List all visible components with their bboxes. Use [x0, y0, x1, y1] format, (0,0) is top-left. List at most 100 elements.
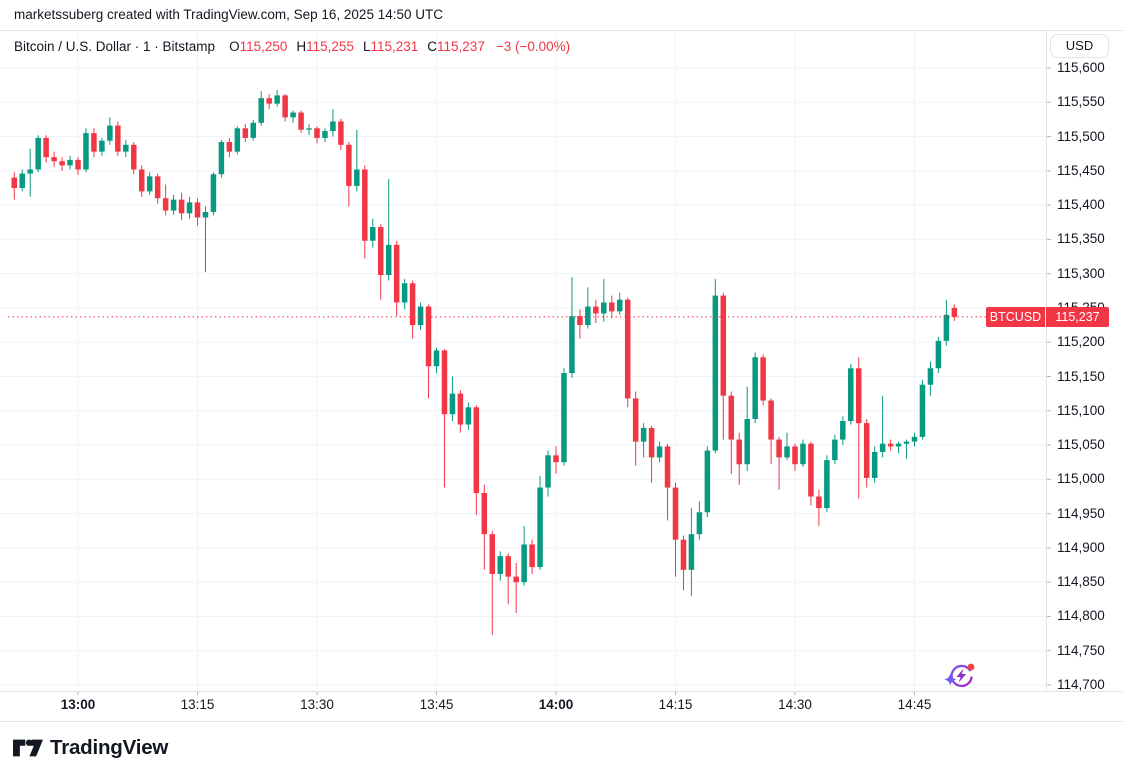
candle	[513, 562, 519, 614]
candle	[370, 218, 376, 248]
candle	[242, 124, 249, 143]
chart-canvas[interactable]	[0, 31, 1123, 723]
candle	[162, 184, 169, 216]
candle	[298, 110, 304, 134]
candle	[338, 118, 344, 151]
price-tick-label: 115,400	[1057, 197, 1105, 213]
candle	[99, 137, 105, 156]
candle	[824, 455, 830, 513]
candle	[282, 94, 288, 122]
time-tick-label: 13:00	[60, 697, 96, 712]
lightning-bolt-icon	[956, 668, 967, 683]
candle	[226, 137, 233, 158]
candle	[728, 391, 735, 474]
candle	[75, 157, 81, 175]
candle	[401, 279, 408, 310]
time-tick-label: 14:00	[538, 697, 574, 712]
candle	[553, 446, 559, 474]
candle	[194, 198, 201, 226]
candle	[417, 302, 424, 330]
candle	[632, 391, 639, 466]
candle	[680, 535, 687, 591]
candle	[593, 299, 599, 324]
price-tick-label: 114,950	[1057, 505, 1105, 521]
candle	[170, 194, 177, 215]
price-tick-label: 115,350	[1057, 231, 1105, 247]
price-tick-label: 115,150	[1057, 368, 1105, 384]
candle	[497, 551, 503, 581]
candle	[624, 297, 631, 408]
currency-button[interactable]: USD	[1050, 34, 1109, 58]
refresh-sparkle-icon[interactable]	[942, 658, 978, 694]
tradingview-logo-icon	[13, 739, 43, 757]
candle	[154, 173, 161, 204]
candle	[569, 277, 575, 378]
price-tick-label: 115,000	[1057, 471, 1105, 487]
price-tick-label: 115,200	[1057, 334, 1105, 350]
chart-header: Bitcoin / U.S. Dollar · 1 · Bitstamp O11…	[14, 36, 570, 56]
candle	[362, 165, 368, 259]
candle	[186, 196, 193, 219]
ohlc-high: H115,255	[296, 38, 354, 54]
candle	[943, 299, 950, 346]
candle	[752, 352, 758, 424]
candle	[720, 292, 727, 440]
candle	[744, 386, 750, 472]
price-tick-label: 115,550	[1057, 94, 1105, 110]
candle	[489, 530, 496, 635]
price-tick-label: 114,850	[1057, 574, 1105, 590]
candle	[768, 398, 774, 465]
candle	[409, 280, 416, 339]
candle	[330, 109, 336, 137]
candle	[354, 129, 360, 192]
candle	[377, 224, 384, 300]
candle	[322, 128, 328, 143]
ohlc-low: L115,231	[362, 38, 419, 54]
price-tick-label: 115,500	[1057, 128, 1105, 144]
candle	[146, 172, 153, 195]
time-scale[interactable]: 13:00 13:15 13:30 13:45 14:00 14:15 14:30 14:45	[0, 691, 1123, 722]
candle	[704, 446, 711, 518]
candle	[210, 172, 217, 216]
candle	[274, 89, 280, 107]
candle	[306, 124, 312, 136]
time-tick-label: 14:45	[897, 697, 932, 712]
candle	[712, 279, 719, 454]
candle	[59, 157, 65, 171]
candle	[656, 441, 663, 463]
tradingview-logo-text: TradingView	[50, 736, 169, 759]
candle	[601, 279, 607, 322]
candle	[218, 139, 225, 178]
candle	[529, 539, 535, 574]
candle	[537, 475, 543, 570]
price-tick-label: 115,600	[1057, 60, 1105, 75]
chart-card: Bitcoin / U.S. Dollar · 1 · Bitstamp O11…	[0, 30, 1123, 722]
candle	[234, 126, 241, 155]
candle	[505, 553, 511, 605]
candle	[808, 441, 814, 506]
price-tick-label: 115,100	[1057, 402, 1105, 418]
time-tick-label: 13:15	[180, 697, 215, 712]
candle	[919, 379, 926, 440]
change-value: −3 (−0.00%)	[495, 38, 571, 54]
candle	[465, 402, 472, 430]
candle	[863, 419, 870, 488]
price-flag-divider	[1045, 306, 1046, 327]
candle	[616, 292, 623, 315]
candle	[43, 135, 49, 163]
time-scale-separator	[0, 691, 1123, 692]
price-scale[interactable]: 115,600 115,550 115,500 115,450 115,400 115,3…	[1047, 31, 1123, 692]
time-tick-label: 13:30	[300, 697, 334, 712]
ohlc-close: C115,237	[427, 38, 485, 54]
tradingview-logo[interactable]: TradingView	[13, 733, 168, 763]
candle	[640, 423, 647, 458]
candle	[951, 304, 958, 321]
candle	[935, 336, 942, 374]
candle	[577, 309, 583, 339]
candle	[258, 91, 264, 126]
candle	[760, 354, 766, 406]
candle	[385, 179, 392, 281]
candle	[696, 501, 703, 540]
candle	[433, 347, 440, 374]
candle	[35, 135, 41, 173]
